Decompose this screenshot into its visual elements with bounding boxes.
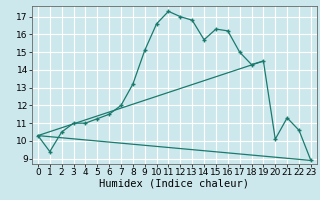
X-axis label: Humidex (Indice chaleur): Humidex (Indice chaleur) xyxy=(100,179,249,189)
